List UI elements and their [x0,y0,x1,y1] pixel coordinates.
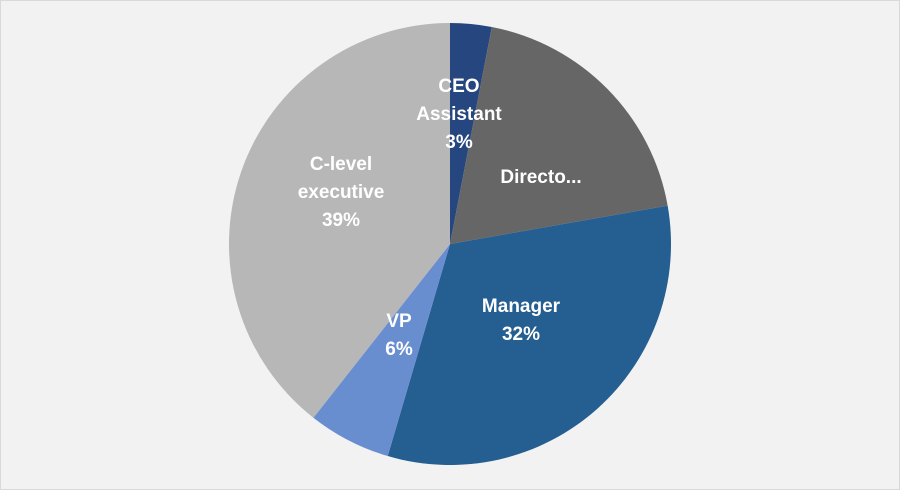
pie-slice-3 [313,244,450,457]
pie-value-label: 6% [385,339,413,360]
pie-slice-0 [450,23,492,244]
pie-labels: CEO Assistant 3% Directo... Manager 32% VP 6% C-… [298,76,582,360]
pie-label-text: executive [298,182,385,203]
pie-label-0: CEO Assistant 3% [416,76,502,153]
pie-slice-1 [450,26,668,244]
pie-slice-2 [387,205,671,466]
pie-label-3: VP 6% [385,311,413,360]
pie-label-text: C-level [310,154,372,175]
pie-value-label: 3% [445,132,473,153]
pie-label-text: Directo... [500,167,581,188]
pie-slice-4 [229,23,450,418]
pie-value-label: 39% [322,210,360,231]
pie-label-text: Manager [482,296,561,317]
pie-label-text: VP [386,311,412,332]
pie-label-text: Assistant [416,104,502,125]
pie-label-2: Manager 32% [482,296,561,345]
pie-label-4: C-level executive 39% [298,154,385,231]
pie-value-label: 32% [502,324,540,345]
pie-label-1: Directo... [500,167,581,188]
pie-label-text: CEO [438,76,479,97]
pie-slices [229,23,671,466]
